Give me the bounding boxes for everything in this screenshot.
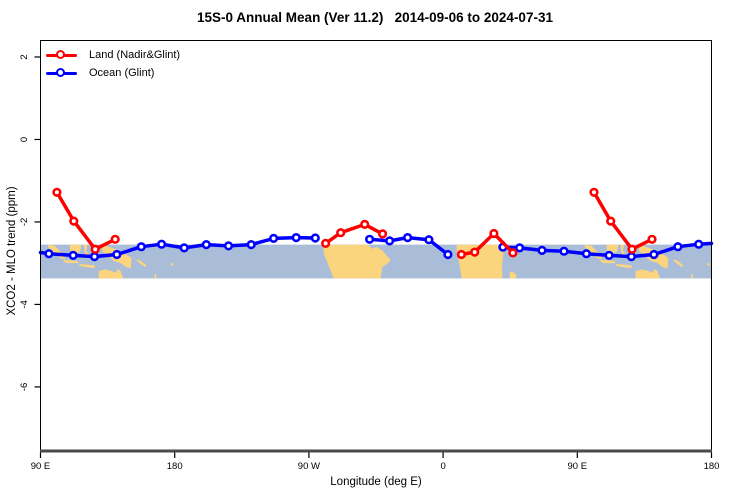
data-point bbox=[310, 233, 320, 243]
y-tick-label: -6 bbox=[19, 383, 30, 391]
x-tick-label: 90 E bbox=[568, 461, 588, 472]
data-point bbox=[606, 216, 616, 226]
data-point bbox=[291, 233, 301, 243]
series-line bbox=[459, 231, 515, 257]
data-point bbox=[89, 252, 100, 262]
data-point bbox=[470, 247, 480, 257]
data-point bbox=[90, 244, 100, 254]
y-axis-title: XCO2 - MLO trend (ppm) bbox=[6, 186, 18, 316]
data-point bbox=[321, 238, 331, 248]
data-point bbox=[694, 239, 704, 249]
data-point bbox=[424, 235, 434, 245]
y-tick-label: 0 bbox=[19, 137, 30, 142]
x-tick-label: 180 bbox=[704, 461, 720, 472]
map-land-java bbox=[600, 260, 617, 264]
legend-item-ocean: Ocean (Glint) bbox=[46, 64, 180, 82]
map-land-n-australia bbox=[635, 269, 661, 279]
series-line bbox=[55, 190, 117, 251]
x-tick-label: 0 bbox=[440, 461, 445, 472]
data-point bbox=[110, 234, 120, 244]
data-point bbox=[269, 233, 279, 243]
data-point bbox=[649, 249, 659, 260]
map-land-n-australia bbox=[98, 269, 124, 279]
data-point bbox=[508, 248, 518, 258]
data-point bbox=[336, 228, 346, 238]
data-point bbox=[44, 249, 54, 259]
data-point bbox=[68, 250, 78, 260]
data-point bbox=[385, 236, 395, 246]
map-land-fiji bbox=[170, 262, 174, 266]
map-land-vanuatu bbox=[691, 273, 693, 279]
x-tick-label: 90 E bbox=[31, 461, 51, 472]
map-land-south-america bbox=[323, 244, 391, 279]
data-point bbox=[443, 249, 453, 260]
chart-title: 15S-0 Annual Mean (Ver 11.2) 2014-09-06 … bbox=[197, 10, 553, 25]
data-point bbox=[673, 242, 683, 252]
legend: Land (Nadir&Glint) Ocean (Glint) bbox=[46, 46, 180, 82]
x-axis-title: Longitude (deg E) bbox=[330, 476, 422, 488]
map-land-fiji bbox=[707, 262, 710, 266]
data-point bbox=[201, 240, 211, 250]
map-land-sulawesi bbox=[620, 244, 628, 258]
data-point bbox=[626, 252, 637, 262]
data-point bbox=[559, 246, 569, 256]
x-tick-label: 90 W bbox=[298, 461, 320, 472]
map-land-java bbox=[63, 260, 80, 264]
data-point bbox=[604, 250, 614, 260]
legend-label-land: Land (Nadir&Glint) bbox=[89, 49, 181, 61]
data-point bbox=[489, 228, 499, 239]
data-point bbox=[52, 187, 62, 197]
data-point bbox=[69, 216, 79, 226]
data-point bbox=[581, 249, 592, 259]
map-land-africa bbox=[456, 244, 505, 279]
data-point bbox=[157, 239, 167, 249]
legend-item-land: Land (Nadir&Glint) bbox=[46, 46, 180, 64]
data-point bbox=[246, 240, 256, 250]
map-land-lesser-sunda bbox=[616, 264, 632, 269]
data-point bbox=[179, 243, 189, 253]
x-tick-label: 180 bbox=[167, 461, 183, 472]
data-point bbox=[365, 234, 375, 244]
y-tick-label: -4 bbox=[19, 300, 30, 308]
y-tick-label: 2 bbox=[19, 54, 30, 59]
data-point bbox=[514, 243, 525, 253]
data-point bbox=[136, 242, 146, 252]
data-point bbox=[627, 244, 637, 254]
map-land-vanuatu bbox=[154, 273, 157, 279]
legend-label-ocean: Ocean (Glint) bbox=[89, 67, 155, 79]
map-land-solomon-is bbox=[136, 259, 147, 268]
data-point bbox=[456, 249, 467, 260]
map-land-lesser-sunda bbox=[79, 264, 95, 269]
data-point bbox=[403, 233, 413, 243]
map-land-sulawesi bbox=[83, 244, 91, 258]
data-point bbox=[378, 229, 388, 239]
data-point bbox=[223, 241, 234, 251]
data-point bbox=[647, 234, 657, 244]
data-point bbox=[112, 249, 122, 260]
map-land-madagascar bbox=[509, 271, 517, 279]
land-series-marker-icon bbox=[46, 50, 77, 60]
ocean-series-marker-icon bbox=[46, 68, 77, 78]
map-land-solomon-is bbox=[673, 259, 684, 268]
y-tick-label: -2 bbox=[19, 218, 30, 226]
series-line bbox=[592, 190, 654, 251]
data-point bbox=[589, 187, 599, 197]
series-line bbox=[323, 222, 385, 246]
data-point bbox=[360, 219, 370, 229]
data-point bbox=[537, 245, 547, 255]
